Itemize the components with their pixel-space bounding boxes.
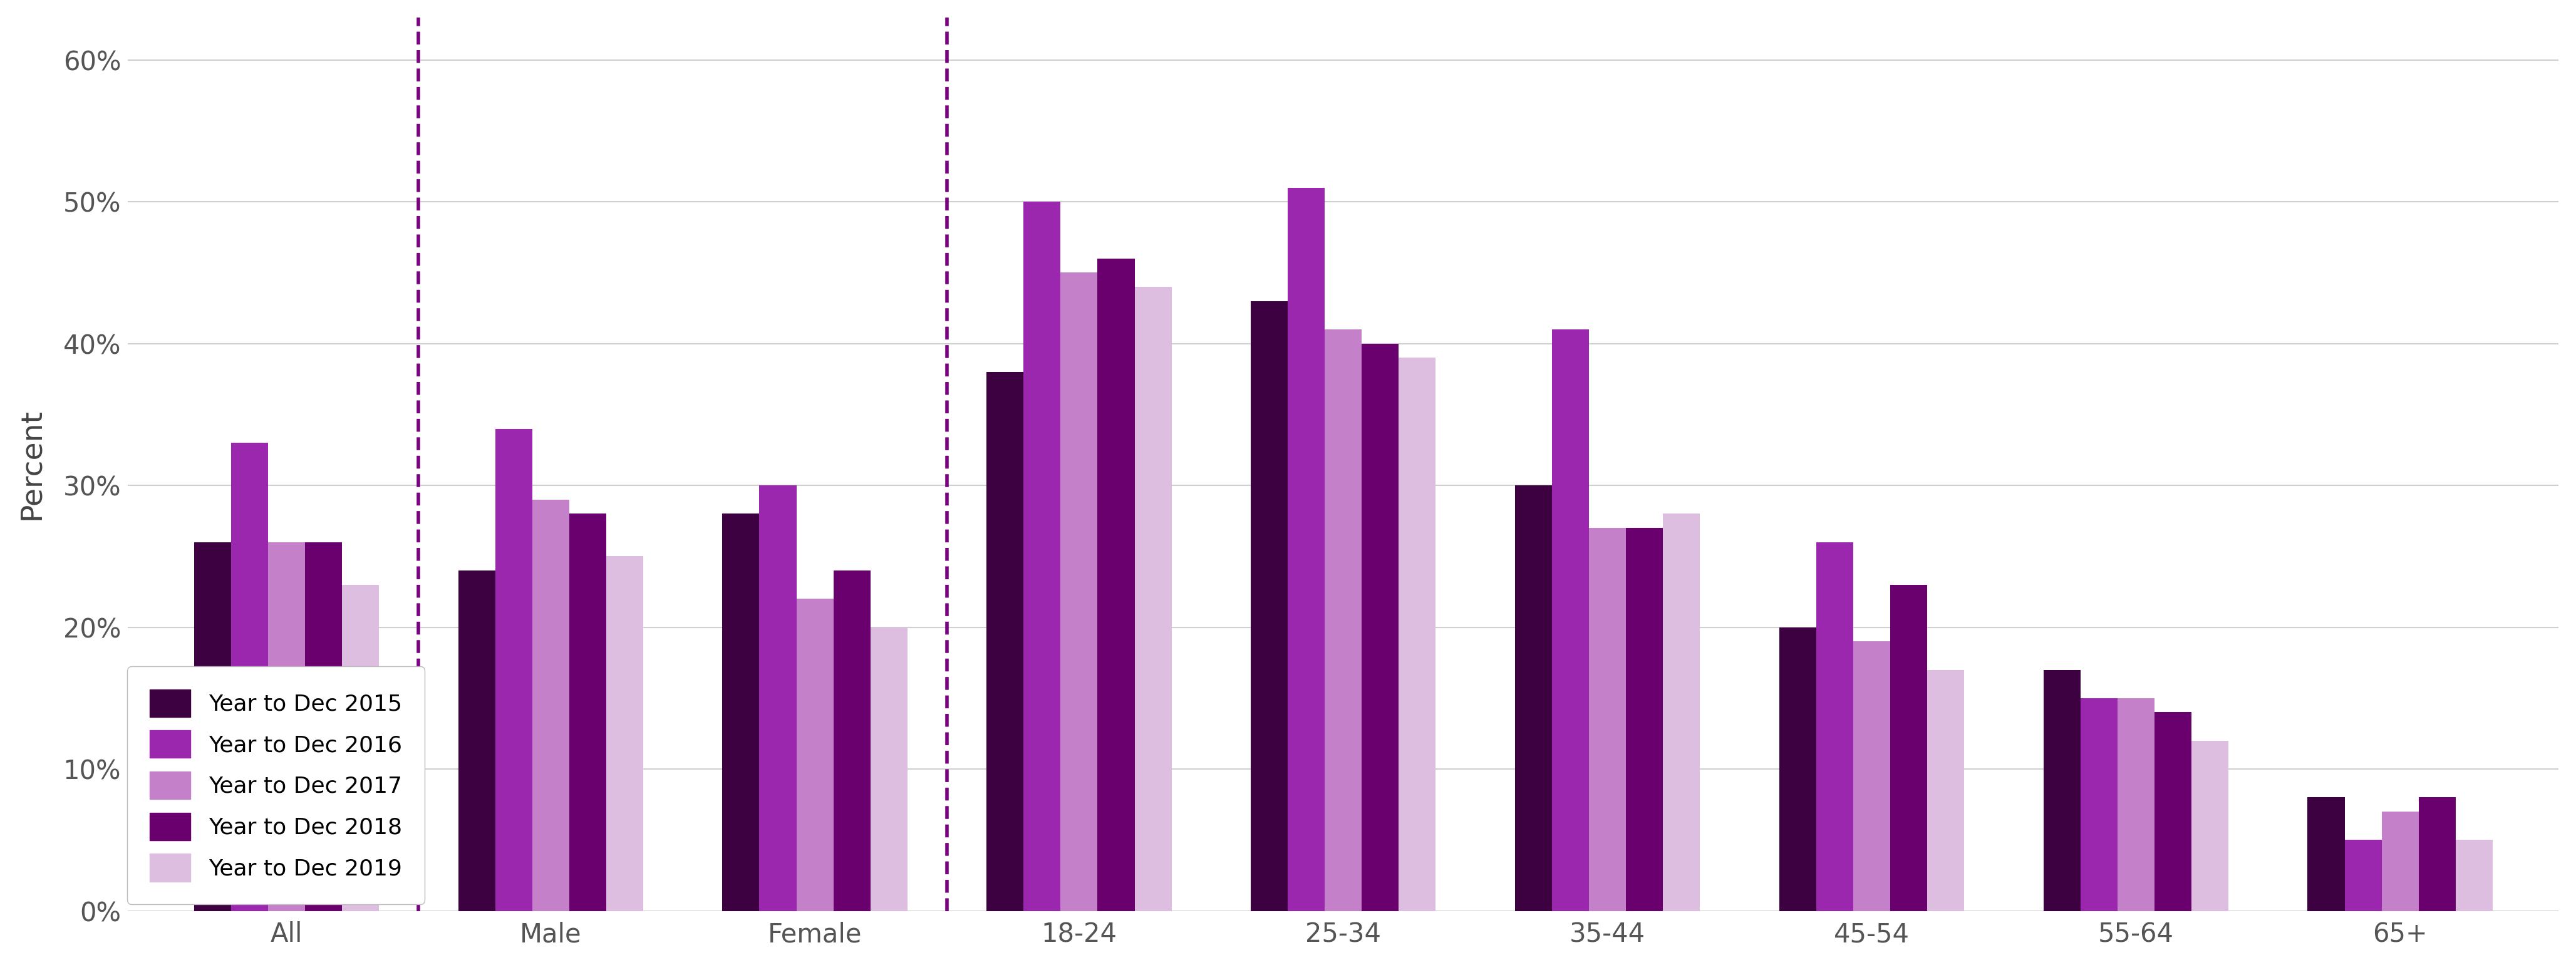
Bar [1097,259,1133,911]
Bar [2383,812,2419,911]
Bar [605,556,644,911]
Bar [1852,642,1891,911]
Bar [268,542,304,911]
Bar [1625,528,1664,911]
Bar [760,485,796,911]
Bar [533,500,569,911]
Bar [1324,329,1363,911]
Bar [2117,698,2154,911]
Bar [2419,797,2455,911]
Bar [2081,698,2117,911]
Bar [871,627,907,911]
Bar [2154,712,2192,911]
Bar [1780,627,1816,911]
Bar [1133,287,1172,911]
Y-axis label: Percent: Percent [18,408,46,520]
Bar [2192,741,2228,911]
Bar [1816,542,1852,911]
Bar [1515,485,1551,911]
Bar [304,542,343,911]
Bar [1664,513,1700,911]
Bar [1061,273,1097,911]
Bar [1927,670,1963,911]
Bar [1252,301,1288,911]
Bar [495,428,533,911]
Bar [1891,585,1927,911]
Bar [2455,840,2494,911]
Bar [2344,840,2383,911]
Bar [193,542,232,911]
Bar [2308,797,2344,911]
Bar [1399,358,1435,911]
Bar [1288,187,1324,911]
Bar [343,585,379,911]
Bar [459,570,495,911]
Bar [569,513,605,911]
Bar [2043,670,2081,911]
Bar [835,570,871,911]
Bar [1023,202,1061,911]
Bar [232,443,268,911]
Bar [796,599,835,911]
Legend: Year to Dec 2015, Year to Dec 2016, Year to Dec 2017, Year to Dec 2018, Year to : Year to Dec 2015, Year to Dec 2016, Year… [126,667,425,904]
Bar [1589,528,1625,911]
Bar [721,513,760,911]
Bar [987,372,1023,911]
Bar [1363,344,1399,911]
Bar [1551,329,1589,911]
